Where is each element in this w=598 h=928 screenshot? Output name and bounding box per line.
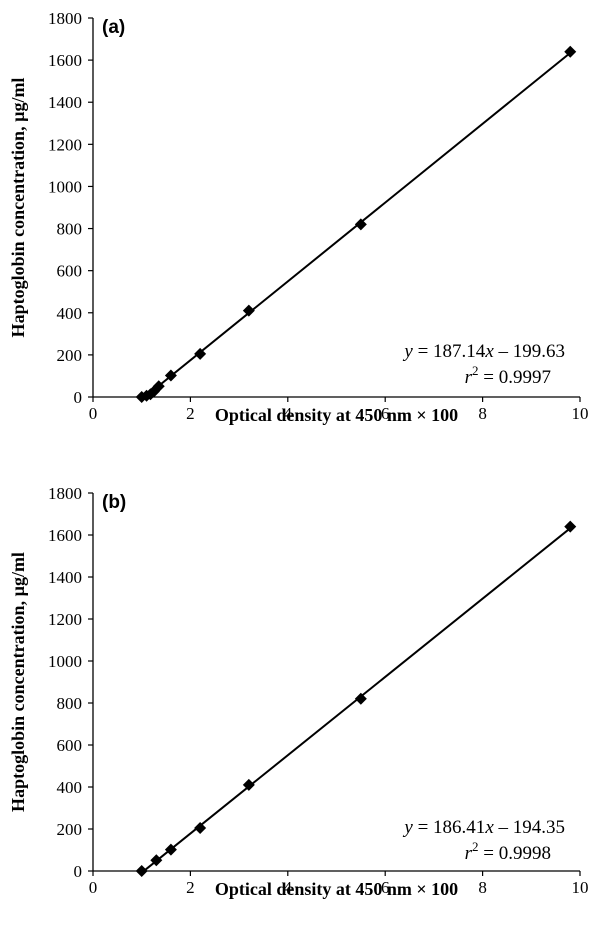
data-point — [354, 692, 367, 705]
data-point — [242, 304, 255, 317]
regression-equation: y = 187.14x – 199.63 — [402, 341, 565, 362]
x-tick-label: 2 — [186, 404, 195, 423]
panel-label: (b) — [102, 492, 126, 513]
x-tick-label: 10 — [572, 404, 589, 423]
y-tick-label: 0 — [74, 388, 83, 407]
regression-line — [141, 52, 571, 401]
x-tick-label: 6 — [381, 404, 390, 423]
x-tick-label: 10 — [572, 878, 589, 897]
x-tick-label: 6 — [381, 878, 390, 897]
y-tick-label: 1800 — [48, 9, 82, 28]
y-tick-label: 1800 — [48, 484, 82, 503]
data-point — [564, 45, 577, 58]
r-squared-value: r2 = 0.9997 — [465, 363, 551, 388]
y-tick-label: 200 — [57, 820, 83, 839]
y-tick-label: 1000 — [48, 177, 82, 196]
y-tick-label: 800 — [57, 694, 83, 713]
y-tick-label: 600 — [57, 736, 83, 755]
data-point — [152, 380, 165, 393]
data-point — [194, 821, 207, 834]
data-point — [354, 218, 367, 231]
y-tick-label: 600 — [57, 262, 83, 281]
y-tick-label: 400 — [57, 304, 83, 323]
data-point — [135, 865, 148, 877]
x-tick-label: 0 — [89, 404, 98, 423]
x-tick-label: 8 — [478, 878, 487, 897]
panel-label: (a) — [102, 17, 125, 38]
x-tick-label: 2 — [186, 878, 195, 897]
y-tick-label: 1600 — [48, 51, 82, 70]
chart-panel-0: 0 200 400 600 800 1000 1200 1400 1600 1800 0 2 4 6 8 10… — [8, 9, 589, 425]
y-tick-label: 800 — [57, 220, 83, 239]
x-tick-label: 0 — [89, 878, 98, 897]
data-point — [564, 520, 577, 533]
y-tick-label: 400 — [57, 778, 83, 797]
r-squared-value: r2 = 0.9998 — [465, 839, 551, 864]
regression-equation: y = 186.41x – 194.35 — [402, 817, 565, 838]
data-point — [164, 843, 177, 856]
y-tick-label: 0 — [74, 862, 83, 881]
chart-panel-1: 0 200 400 600 800 1000 1200 1400 1600 1800 0 2 4 6 8 10… — [8, 484, 589, 899]
x-axis-title: Optical density at 450 nm × 100 — [215, 405, 458, 425]
regression-line — [141, 527, 571, 874]
x-tick-label: 4 — [284, 878, 293, 897]
y-tick-label: 1000 — [48, 652, 82, 671]
y-tick-label: 1400 — [48, 93, 82, 112]
data-point — [150, 854, 163, 867]
data-point — [164, 369, 177, 382]
y-axis-title: Haptoglobin concentration, µg/ml — [8, 78, 28, 338]
data-point — [194, 347, 207, 360]
data-point — [242, 778, 255, 791]
x-tick-label: 8 — [478, 404, 487, 423]
x-axis-title: Optical density at 450 nm × 100 — [215, 879, 458, 899]
y-tick-label: 200 — [57, 346, 83, 365]
y-axis-title: Haptoglobin concentration, µg/ml — [8, 552, 28, 812]
y-tick-label: 1200 — [48, 135, 82, 154]
y-tick-label: 1600 — [48, 526, 82, 545]
x-tick-label: 4 — [284, 404, 293, 423]
y-tick-label: 1200 — [48, 610, 82, 629]
y-tick-label: 1400 — [48, 568, 82, 587]
